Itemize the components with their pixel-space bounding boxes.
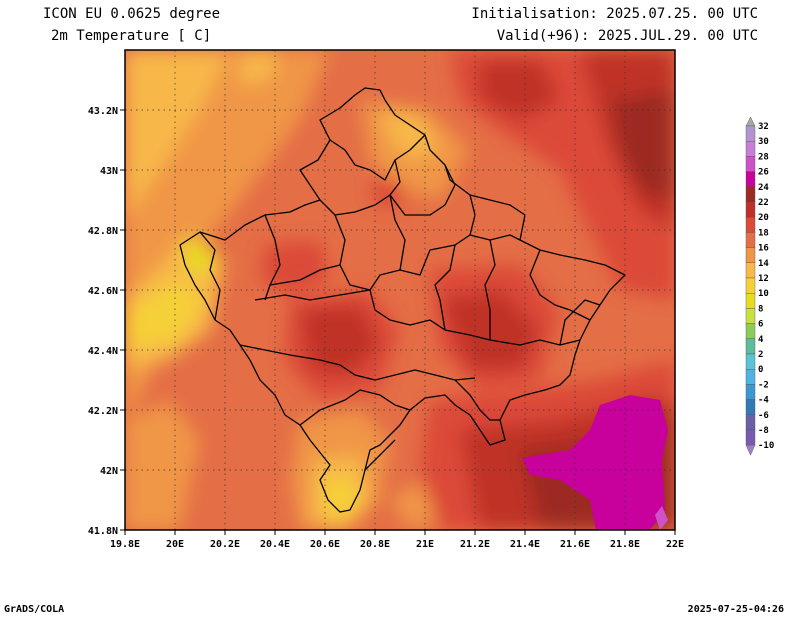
longitude-tick-label: 21E [416, 539, 434, 550]
legend-value-label: -8 [758, 426, 769, 436]
longitude-tick-label: 21.8E [610, 539, 640, 550]
legend-color-step [745, 293, 756, 309]
legend-color-step [745, 247, 756, 264]
longitude-tick-label: 21.4E [510, 539, 540, 550]
legend-value-label: 0 [758, 365, 763, 375]
legend-color-step [745, 201, 756, 218]
legend-color-step [745, 353, 756, 370]
initialisation-label: Initialisation: 2025.07.25. 00 UTC [471, 6, 758, 22]
render-timestamp: 2025-07-25-04:26 [687, 604, 784, 615]
longitude-tick-label: 22E [666, 539, 684, 550]
legend-value-label: 8 [758, 304, 763, 314]
software-credit: GrADS/COLA [4, 604, 65, 615]
latitude-tick-label: 42.6N [88, 286, 118, 297]
legend-value-label: -10 [758, 441, 774, 451]
legend-value-label: 14 [758, 259, 769, 269]
legend-color-step [745, 384, 756, 400]
legend-color-step [745, 369, 756, 385]
legend-color-step [745, 186, 756, 203]
map-grid [125, 50, 675, 530]
latitude-axis: 43.2N 43N 42.8N 42.6N 42.4N 42.2N 42N 41.8N [88, 106, 125, 537]
longitude-tick-label: 20.4E [260, 539, 290, 550]
legend-color-step [745, 323, 756, 340]
legend-color-step [745, 140, 756, 157]
legend-value-label: 28 [758, 152, 769, 162]
legend-color-step [745, 232, 756, 248]
legend-underflow-marker [745, 444, 756, 456]
variable-title: 2m Temperature [ C] [51, 28, 212, 44]
legend-value-label: -4 [758, 396, 769, 406]
legend-color-step [745, 308, 756, 324]
longitude-axis: 19.8E 20E 20.2E 20.4E 20.6E 20.8E 21E 21.2E 21.4… [110, 530, 684, 550]
longitude-tick-label: 20.8E [360, 539, 390, 550]
legend-color-step [745, 414, 756, 431]
valid-time-label: Valid(+96): 2025.JUL.29. 00 UTC [496, 28, 758, 44]
legend-value-label: 18 [758, 228, 769, 238]
longitude-tick-label: 19.8E [110, 539, 140, 550]
legend-value-label: 24 [758, 183, 769, 193]
legend-value-label: 22 [758, 198, 769, 208]
longitude-tick-label: 20.2E [210, 539, 240, 550]
legend-value-label: -6 [758, 411, 769, 421]
longitude-tick-label: 21.2E [460, 539, 490, 550]
latitude-tick-label: 43N [100, 166, 118, 177]
latitude-tick-label: 43.2N [88, 106, 118, 117]
latitude-tick-label: 42N [100, 466, 118, 477]
legend-color-step [745, 399, 756, 416]
legend-value-label: 26 [758, 168, 769, 178]
latitude-tick-label: 41.8N [88, 526, 118, 537]
legend-color-step [745, 125, 756, 142]
longitude-tick-label: 21.6E [560, 539, 590, 550]
legend-overflow-marker [745, 116, 756, 127]
legend-color-step [745, 338, 756, 355]
legend-color-step [745, 429, 756, 446]
latitude-tick-label: 42.8N [88, 226, 118, 237]
legend-value-label: 12 [758, 274, 769, 284]
model-title: ICON EU 0.0625 degree [43, 6, 221, 22]
legend-color-step [745, 156, 756, 172]
longitude-tick-label: 20E [166, 539, 184, 550]
legend-value-label: 6 [758, 320, 763, 330]
legend-value-label: 30 [758, 137, 769, 147]
legend-value-label: 4 [758, 335, 764, 345]
legend-color-step [745, 262, 756, 279]
legend-value-label: -2 [758, 380, 769, 390]
legend-value-label: 2 [758, 350, 763, 360]
legend-value-label: 32 [758, 122, 769, 132]
legend-color-step [745, 277, 756, 294]
latitude-tick-label: 42.4N [88, 346, 118, 357]
longitude-tick-label: 20.6E [310, 539, 340, 550]
legend-value-label: 10 [758, 289, 769, 299]
legend-color-step [745, 216, 756, 233]
legend-color-step [745, 171, 756, 188]
legend-value-label: 20 [758, 213, 769, 223]
latitude-tick-label: 42.2N [88, 406, 118, 417]
legend-value-label: 16 [758, 244, 769, 254]
